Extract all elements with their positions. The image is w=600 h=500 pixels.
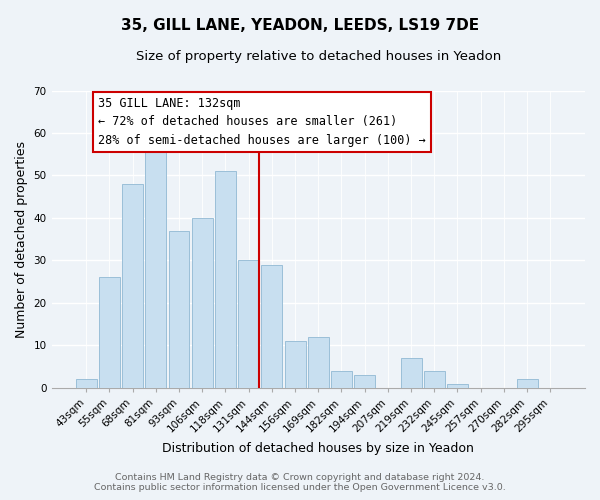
Title: Size of property relative to detached houses in Yeadon: Size of property relative to detached ho…: [136, 50, 501, 63]
Bar: [238, 260, 259, 388]
Bar: [76, 380, 97, 388]
Bar: [517, 380, 538, 388]
X-axis label: Distribution of detached houses by size in Yeadon: Distribution of detached houses by size …: [163, 442, 474, 455]
Bar: [122, 184, 143, 388]
Bar: [145, 150, 166, 388]
Y-axis label: Number of detached properties: Number of detached properties: [15, 140, 28, 338]
Bar: [284, 341, 305, 388]
Text: Contains HM Land Registry data © Crown copyright and database right 2024.
Contai: Contains HM Land Registry data © Crown c…: [94, 473, 506, 492]
Bar: [308, 337, 329, 388]
Bar: [192, 218, 212, 388]
Bar: [401, 358, 422, 388]
Bar: [215, 171, 236, 388]
Text: 35, GILL LANE, YEADON, LEEDS, LS19 7DE: 35, GILL LANE, YEADON, LEEDS, LS19 7DE: [121, 18, 479, 32]
Bar: [354, 375, 375, 388]
Bar: [169, 230, 190, 388]
Text: 35 GILL LANE: 132sqm
← 72% of detached houses are smaller (261)
28% of semi-deta: 35 GILL LANE: 132sqm ← 72% of detached h…: [98, 97, 425, 147]
Bar: [331, 371, 352, 388]
Bar: [424, 371, 445, 388]
Bar: [447, 384, 468, 388]
Bar: [99, 278, 120, 388]
Bar: [262, 264, 283, 388]
